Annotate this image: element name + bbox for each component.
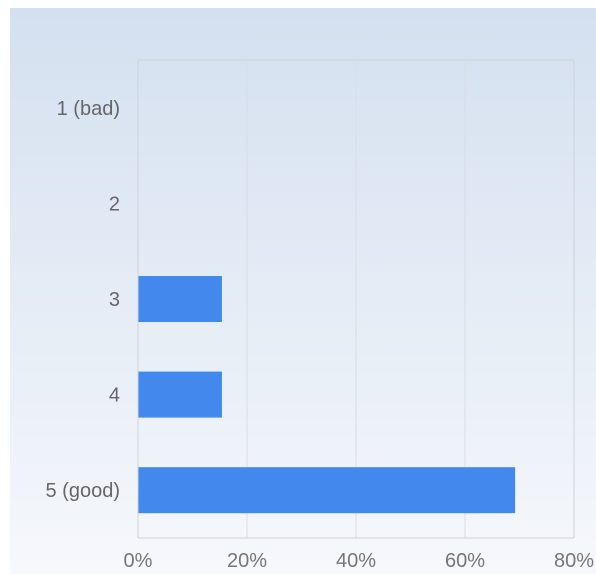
bars bbox=[138, 276, 516, 514]
bar-3 bbox=[138, 276, 222, 322]
axes bbox=[137, 59, 575, 539]
category-label-4: 4 bbox=[109, 385, 120, 407]
grid-lines bbox=[246, 60, 466, 538]
category-label-3: 3 bbox=[109, 289, 120, 311]
category-label-5: 5 (good) bbox=[46, 480, 121, 502]
x-tick-label-40: 40% bbox=[336, 550, 376, 572]
bar-chart: 1 (bad) 2 3 4 5 (good) 0% 20% 40% 60% 80% bbox=[46, 59, 595, 572]
bar-5 bbox=[138, 467, 516, 514]
x-tick-label-60: 60% bbox=[445, 550, 485, 572]
bar-4 bbox=[138, 371, 222, 418]
x-axis-tick-labels: 0% 20% 40% 60% 80% bbox=[124, 550, 595, 572]
category-label-2: 2 bbox=[109, 193, 120, 215]
x-tick-label-80: 80% bbox=[554, 550, 594, 572]
category-label-1: 1 (bad) bbox=[57, 98, 120, 120]
x-tick-label-20: 20% bbox=[227, 550, 267, 572]
x-tick-label-0: 0% bbox=[124, 550, 153, 572]
category-labels: 1 (bad) 2 3 4 5 (good) bbox=[46, 98, 121, 502]
chart-panel: 1 (bad) 2 3 4 5 (good) 0% 20% 40% 60% 80% bbox=[10, 8, 596, 574]
